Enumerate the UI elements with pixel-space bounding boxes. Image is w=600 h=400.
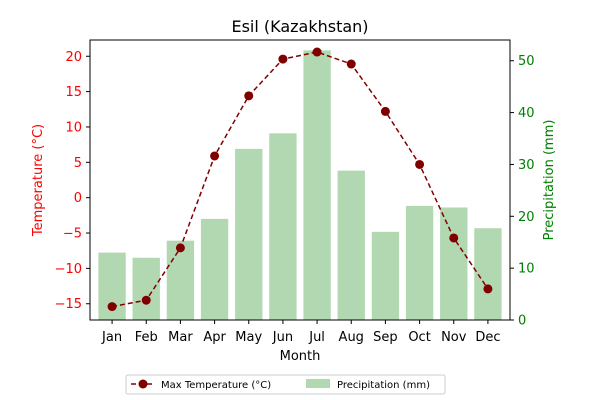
temperature-line bbox=[111, 51, 489, 308]
x-axis-label: Month bbox=[280, 349, 321, 364]
legend-label-temperature: Max Temperature (°C) bbox=[161, 380, 271, 391]
bar-precipitation-jul bbox=[303, 50, 331, 321]
temperature-point-aug bbox=[346, 59, 356, 69]
x-tick-label-apr: Apr bbox=[203, 330, 226, 345]
line-layer bbox=[107, 47, 493, 312]
bar-precipitation-oct bbox=[405, 205, 434, 320]
chart-title: Esil (Kazakhstan) bbox=[231, 17, 368, 36]
right-tick-label: 20 bbox=[518, 210, 535, 225]
right-tick-label: 50 bbox=[518, 54, 535, 69]
right-tick-label: 10 bbox=[518, 262, 535, 277]
temperature-point-dec bbox=[483, 284, 493, 294]
temperature-point-sep bbox=[380, 106, 390, 116]
left-axis-label: Temperature (°C) bbox=[31, 124, 46, 237]
right-tick-label: 0 bbox=[518, 314, 526, 329]
bar-precipitation-feb bbox=[132, 257, 160, 320]
temperature-point-may bbox=[244, 91, 254, 101]
right-tick-label: 30 bbox=[518, 158, 535, 173]
bars-layer bbox=[98, 50, 502, 321]
temperature-point-mar bbox=[175, 243, 185, 253]
x-tick-label-feb: Feb bbox=[135, 330, 158, 345]
legend-line-marker bbox=[138, 379, 148, 389]
legend-bar-swatch bbox=[306, 379, 330, 388]
temperature-point-jun bbox=[278, 54, 288, 64]
legend-box bbox=[125, 374, 446, 395]
bar-precipitation-apr bbox=[200, 218, 229, 320]
left-axis: −15 −10 −5 0 5 10 15 20 bbox=[55, 50, 90, 312]
x-tick-label-oct: Oct bbox=[408, 330, 430, 345]
bar-precipitation-nov bbox=[440, 207, 468, 320]
x-tick-label-jun: Jun bbox=[272, 330, 293, 345]
left-tick-label: 15 bbox=[65, 85, 82, 100]
x-tick-label-mar: Mar bbox=[168, 330, 193, 345]
left-tick-label: 20 bbox=[65, 50, 82, 65]
right-axis: 0 10 20 30 40 50 bbox=[510, 54, 535, 329]
x-tick-label-aug: Aug bbox=[339, 330, 364, 345]
left-tick-label: −15 bbox=[55, 297, 82, 312]
x-tick-label-jan: Jan bbox=[101, 330, 122, 345]
left-tick-label: 10 bbox=[65, 120, 82, 135]
right-tick-label: 40 bbox=[518, 106, 535, 121]
left-tick-label: −10 bbox=[55, 262, 82, 277]
legend: Max Temperature (°C) Precipitation (mm) bbox=[125, 374, 446, 395]
temperature-point-oct bbox=[415, 159, 425, 169]
bar-precipitation-aug bbox=[337, 170, 365, 320]
left-tick-label: 5 bbox=[74, 156, 82, 171]
x-tick-label-jul: Jul bbox=[308, 330, 325, 345]
right-axis-label: Precipitation (mm) bbox=[542, 120, 557, 241]
x-axis: Jan Feb Mar Apr May Jun Jul Aug Sep Oct Nov Dec bbox=[101, 320, 500, 345]
bar-precipitation-may bbox=[235, 148, 263, 320]
bar-precipitation-jun bbox=[269, 133, 297, 320]
left-tick-label: −5 bbox=[63, 227, 82, 242]
x-tick-label-nov: Nov bbox=[441, 330, 467, 345]
temperature-point-jul bbox=[312, 47, 322, 57]
temperature-point-jan bbox=[107, 302, 117, 312]
bar-precipitation-mar bbox=[166, 240, 195, 320]
plot-frame bbox=[89, 39, 511, 321]
left-tick-label: 0 bbox=[74, 191, 82, 206]
temperature-point-apr bbox=[210, 151, 220, 161]
x-tick-label-sep: Sep bbox=[373, 330, 398, 345]
legend-label-precipitation: Precipitation (mm) bbox=[337, 380, 430, 391]
bar-precipitation-sep bbox=[371, 231, 400, 320]
temperature-point-nov bbox=[449, 233, 459, 243]
x-tick-label-may: May bbox=[235, 330, 262, 345]
x-tick-label-dec: Dec bbox=[475, 330, 500, 345]
temperature-point-feb bbox=[141, 295, 151, 305]
